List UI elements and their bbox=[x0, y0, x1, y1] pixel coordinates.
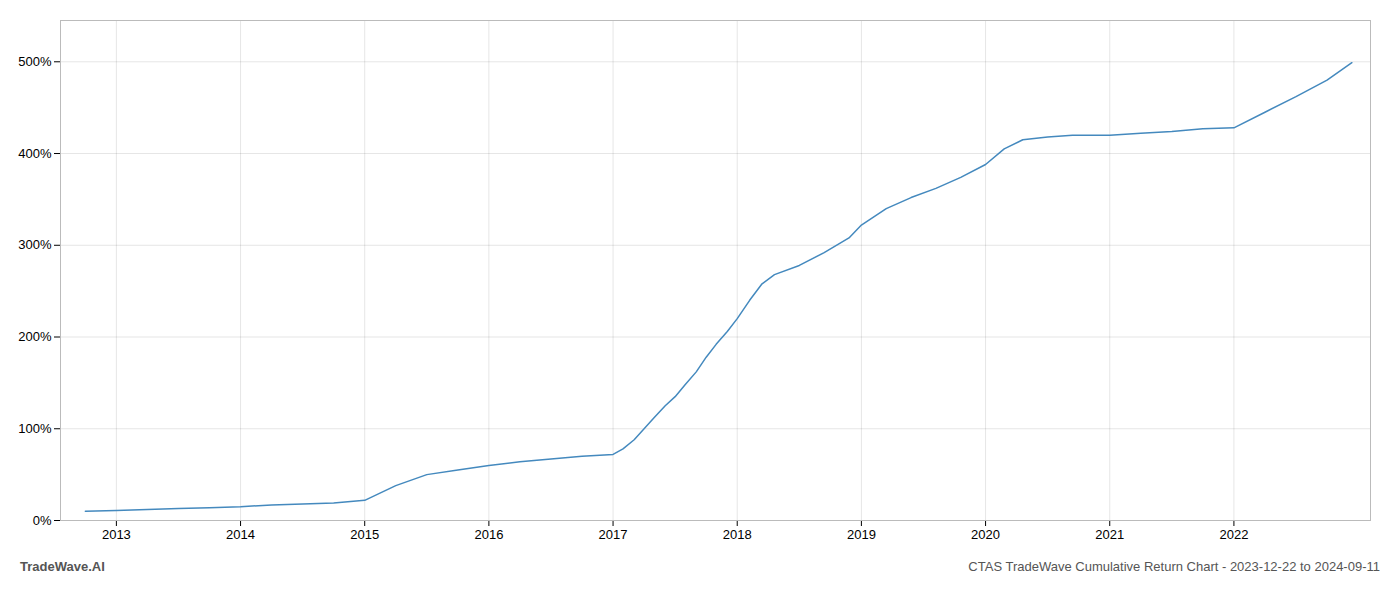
svg-text:2016: 2016 bbox=[474, 527, 503, 542]
html-text:CTAS TradeWave Cumulative Retu: CTAS TradeWave Cumulative Return Chart -… bbox=[968, 559, 1380, 574]
svg-text:2021: 2021 bbox=[1095, 527, 1124, 542]
svg-text:0%: 0% bbox=[33, 513, 52, 528]
svg-text:200%: 200% bbox=[18, 329, 52, 344]
svg-text:2017: 2017 bbox=[599, 527, 628, 542]
svg-text:500%: 500% bbox=[18, 54, 52, 69]
svg-text:100%: 100% bbox=[18, 421, 52, 436]
svg-text:2018: 2018 bbox=[723, 527, 752, 542]
svg-text:300%: 300% bbox=[18, 237, 52, 252]
svg-text:2019: 2019 bbox=[847, 527, 876, 542]
svg-text:2015: 2015 bbox=[350, 527, 379, 542]
svg-text:2022: 2022 bbox=[1219, 527, 1248, 542]
svg-text:400%: 400% bbox=[18, 146, 52, 161]
svg-text:2020: 2020 bbox=[971, 527, 1000, 542]
svg-text:2013: 2013 bbox=[102, 527, 131, 542]
svg-text:2014: 2014 bbox=[226, 527, 255, 542]
html-text:TradeWave.AI: TradeWave.AI bbox=[20, 559, 105, 574]
